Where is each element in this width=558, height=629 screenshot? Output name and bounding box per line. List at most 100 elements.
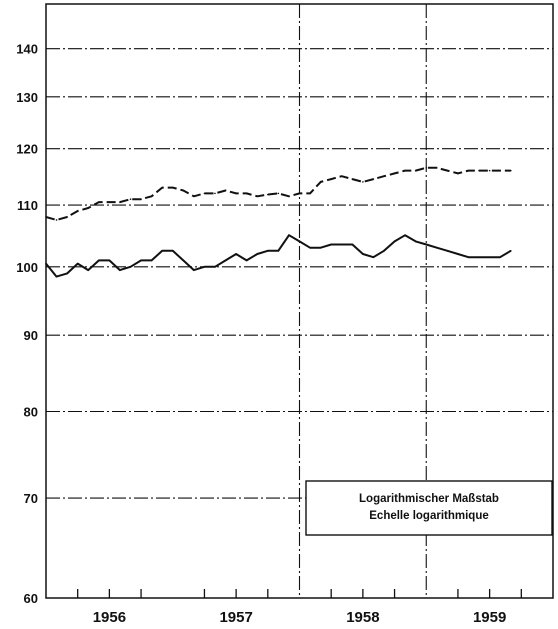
series-2-point — [119, 269, 121, 271]
series-2-point — [499, 256, 501, 258]
series-2-point — [150, 259, 153, 262]
series-2-point — [256, 253, 259, 255]
series-1-point — [372, 178, 375, 180]
scale-note-line1: Logarithmischer Maßstab — [359, 493, 499, 505]
series-2-point — [340, 243, 343, 246]
series-1-point — [193, 195, 195, 198]
series-1-point — [150, 195, 153, 198]
series-1-point — [245, 192, 248, 195]
series-2-point — [309, 246, 311, 249]
series-1-point — [277, 192, 280, 195]
series-2-point — [467, 256, 470, 258]
series-2-point — [298, 240, 301, 243]
series-2-point — [267, 250, 269, 252]
series-line-1 — [45, 166, 511, 221]
series-1-point — [108, 201, 111, 203]
series-1-point — [256, 195, 259, 198]
series-2-point — [161, 250, 164, 252]
series-2-point — [488, 256, 491, 258]
series-1-point — [499, 169, 501, 172]
y-tick-label: 70 — [24, 491, 38, 506]
series-2-point — [288, 234, 290, 237]
series-1-point — [267, 193, 269, 196]
series-2-point — [214, 266, 216, 268]
series-2-point — [140, 259, 142, 262]
series-2-point — [383, 250, 385, 252]
series-1-point — [235, 192, 237, 195]
series-1-point — [55, 219, 58, 221]
series-1-point — [171, 186, 174, 189]
x-axis: 1956 1957 1958 1959 — [93, 609, 507, 626]
series-1-point — [383, 175, 385, 178]
series-2-point — [171, 250, 174, 252]
series-1-point — [478, 169, 480, 172]
series-2-point — [446, 250, 449, 252]
y-tick-label: 110 — [17, 198, 38, 213]
scale-note: Logarithmischer Maßstab Echelle logarith… — [305, 480, 553, 536]
series-1-point — [76, 210, 79, 212]
series-2-point — [404, 234, 406, 237]
y-tick-label: 120 — [16, 142, 38, 157]
series-1-point — [214, 192, 216, 195]
series-2-point — [203, 266, 206, 268]
series-2-point — [76, 262, 79, 265]
series-1-point — [298, 192, 301, 195]
y-axis: 60 70 80 90 100 110 120 130 140 — [16, 42, 38, 606]
series-2-point — [478, 256, 480, 258]
series-1-point — [393, 172, 396, 175]
series-1-point — [340, 175, 343, 178]
axis-ticks — [77, 589, 522, 598]
series-2-point — [351, 243, 354, 246]
series-group — [45, 166, 512, 278]
series-2-point — [55, 275, 58, 278]
series-2-point — [435, 246, 438, 249]
series-1-point — [330, 178, 332, 180]
series-2-point — [66, 272, 68, 275]
series-1-point — [467, 169, 470, 172]
scale-note-box — [305, 480, 553, 536]
series-2-point — [108, 259, 111, 262]
series-1-point — [509, 169, 512, 172]
x-tick-label: 1956 — [93, 609, 126, 626]
y-tick-label: 130 — [16, 90, 38, 105]
series-2-point — [509, 250, 512, 252]
x-tick-label: 1959 — [473, 609, 506, 626]
series-2-point — [129, 266, 132, 268]
series-line-2 — [45, 234, 512, 278]
series-2-point — [245, 259, 248, 262]
series-2-point — [362, 253, 364, 255]
series-1-point — [404, 169, 406, 172]
series-1-point — [140, 198, 142, 200]
x-tick-label: 1957 — [219, 609, 252, 626]
series-2-point — [372, 256, 375, 258]
series-1-point — [98, 201, 100, 203]
y-tick-label: 140 — [16, 42, 38, 57]
plot-frame — [45, 3, 554, 599]
series-1-point — [309, 192, 311, 195]
series-2-point — [193, 269, 195, 271]
series-1-point — [414, 169, 417, 172]
series-1-point — [457, 172, 459, 175]
scale-note-line2: Echelle logarithmique — [369, 510, 489, 522]
y-tick-label: 90 — [24, 328, 38, 343]
series-1-point — [425, 167, 428, 169]
series-2-point — [319, 246, 322, 249]
y-tick-label: 100 — [16, 260, 38, 275]
series-2-point — [393, 240, 396, 243]
series-1-point — [66, 216, 68, 218]
series-1-point — [435, 167, 438, 169]
series-1-point — [319, 181, 322, 183]
series-1-point — [129, 198, 132, 200]
series-1-point — [488, 169, 491, 172]
series-2-point — [277, 250, 280, 252]
series-1-point — [351, 178, 354, 180]
series-2-point — [457, 253, 459, 255]
series-1-point — [182, 189, 185, 192]
series-2-point — [235, 253, 237, 255]
series-2-point — [425, 243, 428, 246]
series-1-point — [446, 169, 449, 172]
y-tick-label: 60 — [24, 591, 38, 606]
series-1-point — [161, 186, 164, 189]
series-2-point — [87, 269, 90, 271]
